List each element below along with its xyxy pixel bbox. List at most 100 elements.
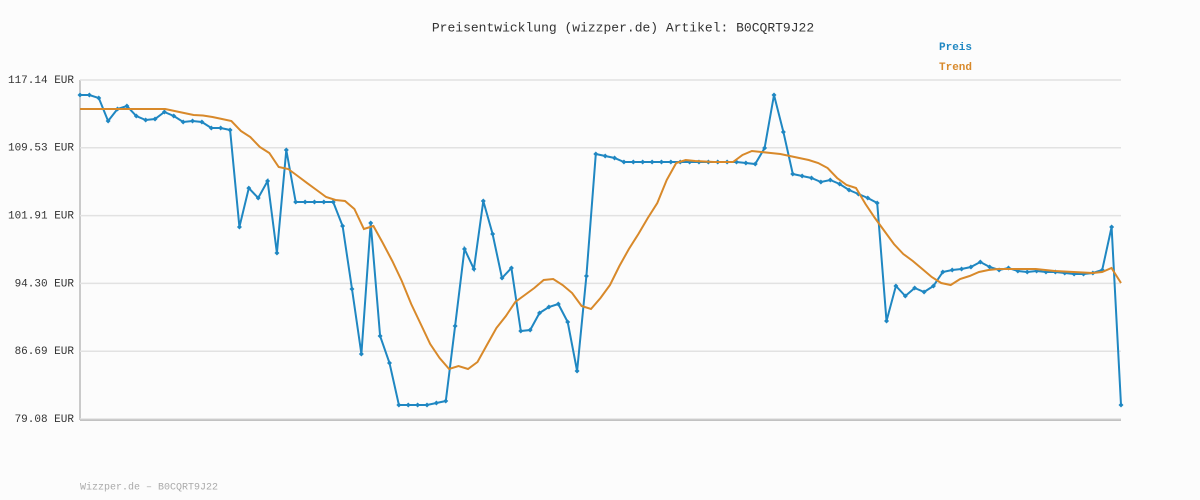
point [508,265,514,271]
point [818,179,824,185]
point [884,318,890,324]
point [133,113,139,119]
point [330,199,336,205]
point [105,118,111,124]
series-line [80,108,1122,371]
point [152,116,158,122]
point [490,231,496,237]
point [190,118,196,124]
point [499,275,505,281]
point [865,195,871,201]
point [537,310,543,316]
y-tick-label: 86.69 EUR [15,346,75,358]
point [621,159,627,165]
point [96,95,102,101]
point [658,159,664,165]
point [527,327,533,333]
point [921,289,927,295]
point [377,333,383,339]
point [349,286,355,292]
point [340,223,346,229]
point [546,304,552,310]
point [302,199,308,205]
legend-label: Preis [939,42,972,54]
point [86,92,92,98]
point [480,198,486,204]
point [1118,402,1124,408]
point [180,119,186,125]
point [415,402,421,408]
point [518,328,524,334]
point [977,259,983,265]
point [940,269,946,275]
point [612,155,618,161]
point [124,103,130,109]
point [321,199,327,205]
point [799,173,805,179]
point [762,145,768,151]
point [208,125,214,131]
point [649,159,655,165]
point [602,153,608,159]
point [77,92,83,98]
series-line [80,94,1122,406]
point [780,129,786,135]
point [218,125,224,131]
point [311,199,317,205]
point [912,285,918,291]
y-tick-label: 94.30 EUR [15,278,75,290]
point [171,113,177,119]
y-tick-label: 101.91 EUR [8,211,74,223]
point [930,283,936,289]
point [987,264,993,270]
point [405,402,411,408]
point [574,368,580,374]
point [771,92,777,98]
point [274,250,280,256]
point [827,177,833,183]
point [790,171,796,177]
point [555,301,561,307]
point [462,246,468,252]
point [630,159,636,165]
point [752,161,758,167]
point [227,127,233,133]
point [949,267,955,273]
point [968,264,974,270]
point [640,159,646,165]
point [1109,224,1115,230]
chart-title: Preisentwicklung (wizzper.de) Artikel: B… [432,20,814,35]
point [452,323,458,329]
point [255,195,261,201]
point [386,360,392,366]
point [161,109,167,115]
point [424,402,430,408]
point [396,402,402,408]
point [293,199,299,205]
point [809,175,815,181]
y-tick-label: 117.14 EUR [8,75,74,87]
point [246,185,252,191]
point [443,398,449,404]
point [583,273,589,279]
point [668,159,674,165]
point [283,147,289,153]
point [593,151,599,157]
point [565,319,571,325]
point [893,283,899,289]
point [874,200,880,206]
point [902,293,908,299]
legend-label: Trend [939,62,972,74]
point [433,400,439,406]
point [143,117,149,123]
point [837,181,843,187]
point [471,266,477,272]
footer: Wizzper.de – B0CQRT9J22 [80,482,218,494]
point [959,266,965,272]
point [743,160,749,166]
point [358,351,364,357]
point [265,178,271,184]
point [846,187,852,193]
point [1024,269,1030,275]
